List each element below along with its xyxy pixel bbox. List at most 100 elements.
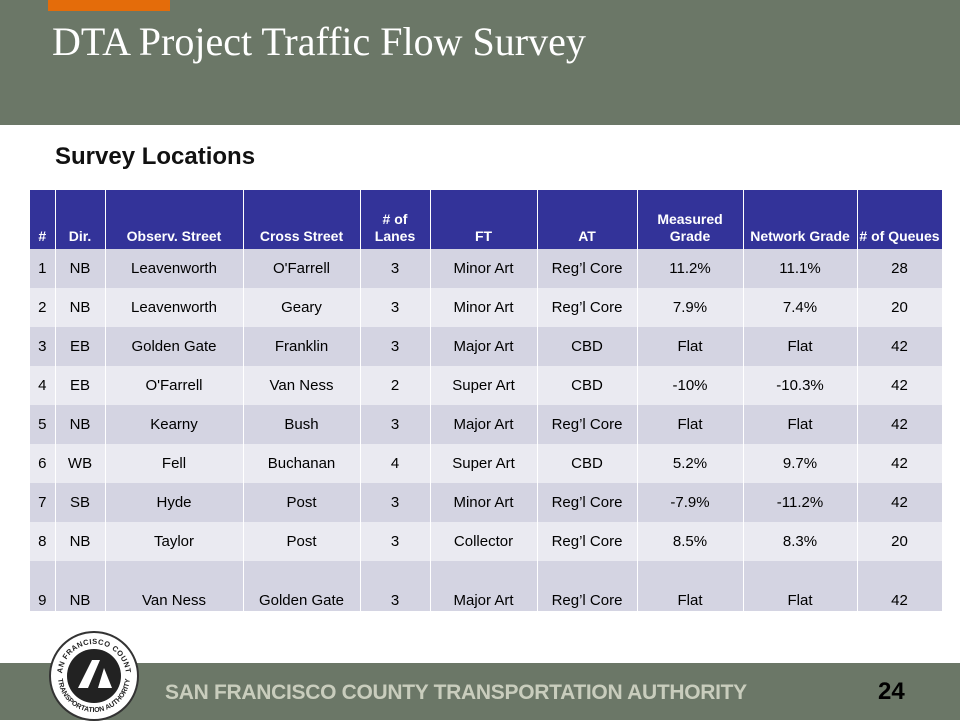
table-cell: 3 bbox=[30, 327, 56, 366]
table-cell: SB bbox=[55, 483, 106, 522]
table-cell: Major Art bbox=[430, 561, 538, 611]
table-cell: 3 bbox=[360, 522, 431, 561]
table-row: 8 NB Taylor Post 3 Collector Reg’l Core 8.5% 8.3… bbox=[30, 522, 943, 561]
table-cell: 3 bbox=[360, 561, 431, 611]
table-cell: 2 bbox=[360, 366, 431, 405]
table-cell: 5.2% bbox=[637, 444, 744, 483]
table-cell: Collector bbox=[430, 522, 538, 561]
table-cell: 20 bbox=[857, 288, 943, 327]
table-cell: Buchanan bbox=[243, 444, 361, 483]
table-cell: Reg’l Core bbox=[537, 522, 638, 561]
table-cell: 2 bbox=[30, 288, 56, 327]
table-cell: -11.2% bbox=[743, 483, 858, 522]
table-cell: 8.3% bbox=[743, 522, 858, 561]
table-cell: Minor Art bbox=[430, 483, 538, 522]
table-cell: Major Art bbox=[430, 327, 538, 366]
table-cell: Reg’l Core bbox=[537, 288, 638, 327]
table-cell: Flat bbox=[637, 405, 744, 444]
table-cell: Flat bbox=[743, 327, 858, 366]
table-row: 1 NB Leavenworth O'Farrell 3 Minor Art Reg’l C… bbox=[30, 249, 943, 288]
table-row: 3 EB Golden Gate Franklin 3 Major Art CBD Flat F… bbox=[30, 327, 943, 366]
table-row: 2 NB Leavenworth Geary 3 Minor Art Reg’l Core 7… bbox=[30, 288, 943, 327]
table-cell: EB bbox=[55, 366, 106, 405]
table-cell: Leavenworth bbox=[105, 249, 244, 288]
header-cell: Network Grade bbox=[743, 190, 858, 249]
title-banner bbox=[0, 0, 960, 125]
table-cell: 3 bbox=[360, 288, 431, 327]
header-cell: # of Lanes bbox=[360, 190, 431, 249]
table-cell: 6 bbox=[30, 444, 56, 483]
table-cell: NB bbox=[55, 522, 106, 561]
table-cell: Kearny bbox=[105, 405, 244, 444]
table-cell: Reg’l Core bbox=[537, 405, 638, 444]
table-cell: 3 bbox=[360, 327, 431, 366]
table-cell: Minor Art bbox=[430, 249, 538, 288]
table-cell: 7.9% bbox=[637, 288, 744, 327]
table-cell: Geary bbox=[243, 288, 361, 327]
table-cell: 7.4% bbox=[743, 288, 858, 327]
table-cell: Bush bbox=[243, 405, 361, 444]
table-cell: WB bbox=[55, 444, 106, 483]
header-cell: FT bbox=[430, 190, 538, 249]
header-cell: Measured Grade bbox=[637, 190, 744, 249]
table-cell: 42 bbox=[857, 483, 943, 522]
table-cell: Reg’l Core bbox=[537, 249, 638, 288]
table-cell: Flat bbox=[637, 561, 744, 611]
table-cell: 42 bbox=[857, 327, 943, 366]
table-cell: Post bbox=[243, 522, 361, 561]
logo-mark bbox=[78, 660, 112, 688]
table-cell: NB bbox=[55, 561, 106, 611]
header-cell: Dir. bbox=[55, 190, 106, 249]
table-cell: CBD bbox=[537, 366, 638, 405]
table-row: 7 SB Hyde Post 3 Minor Art Reg’l Core -7.9% -11.… bbox=[30, 483, 943, 522]
table-cell: CBD bbox=[537, 327, 638, 366]
table-cell: Flat bbox=[743, 405, 858, 444]
table-cell: NB bbox=[55, 405, 106, 444]
table-cell: CBD bbox=[537, 444, 638, 483]
slide-title: DTA Project Traffic Flow Survey bbox=[52, 19, 586, 64]
table-cell: 7 bbox=[30, 483, 56, 522]
table-cell: 4 bbox=[360, 444, 431, 483]
table-row: 4 EB O'Farrell Van Ness 2 Super Art CBD -10% -10… bbox=[30, 366, 943, 405]
table-cell: EB bbox=[55, 327, 106, 366]
table-cell: 11.2% bbox=[637, 249, 744, 288]
table-cell: 28 bbox=[857, 249, 943, 288]
table-cell: -10% bbox=[637, 366, 744, 405]
table-cell: NB bbox=[55, 288, 106, 327]
header-cell: # bbox=[30, 190, 56, 249]
table-cell: Van Ness bbox=[105, 561, 244, 611]
section-title: Survey Locations bbox=[55, 143, 256, 170]
table-cell: Super Art bbox=[430, 366, 538, 405]
table-body: 1 NB Leavenworth O'Farrell 3 Minor Art Reg’l C… bbox=[30, 249, 943, 611]
table-cell: Reg’l Core bbox=[537, 483, 638, 522]
table-cell: Golden Gate bbox=[105, 327, 244, 366]
table-row: 9 NB Van Ness Golden Gate 3 Major Art Reg’l Co… bbox=[30, 561, 943, 611]
logo: SAN FRANCISCO COUNTY TRANSPORTATION AUTH… bbox=[48, 630, 139, 721]
table-cell: -10.3% bbox=[743, 366, 858, 405]
table-cell: 3 bbox=[360, 249, 431, 288]
footer-organization: SAN FRANCISCO COUNTY TRANSPORTATION AUTH… bbox=[165, 681, 747, 704]
logo-core bbox=[67, 649, 121, 703]
page-number: 24 bbox=[878, 678, 905, 705]
table-cell: 3 bbox=[360, 483, 431, 522]
table-cell: Flat bbox=[637, 327, 744, 366]
table-cell: Franklin bbox=[243, 327, 361, 366]
header-row: # Dir. Observ. Street Cross Street # of Lane… bbox=[30, 190, 943, 249]
table-cell: Golden Gate bbox=[243, 561, 361, 611]
table-cell: O'Farrell bbox=[243, 249, 361, 288]
table-cell: Super Art bbox=[430, 444, 538, 483]
table-cell: 8.5% bbox=[637, 522, 744, 561]
table-cell: Minor Art bbox=[430, 288, 538, 327]
footer-band bbox=[0, 663, 960, 720]
table-cell: 5 bbox=[30, 405, 56, 444]
table-cell: 11.1% bbox=[743, 249, 858, 288]
table-cell: 3 bbox=[360, 405, 431, 444]
header-cell: AT bbox=[537, 190, 638, 249]
table-cell: 1 bbox=[30, 249, 56, 288]
table-cell: 42 bbox=[857, 405, 943, 444]
survey-table: # Dir. Observ. Street Cross Street # of Lane… bbox=[30, 190, 943, 611]
table-cell: 4 bbox=[30, 366, 56, 405]
table-cell: 42 bbox=[857, 366, 943, 405]
accent-bar bbox=[48, 0, 170, 11]
